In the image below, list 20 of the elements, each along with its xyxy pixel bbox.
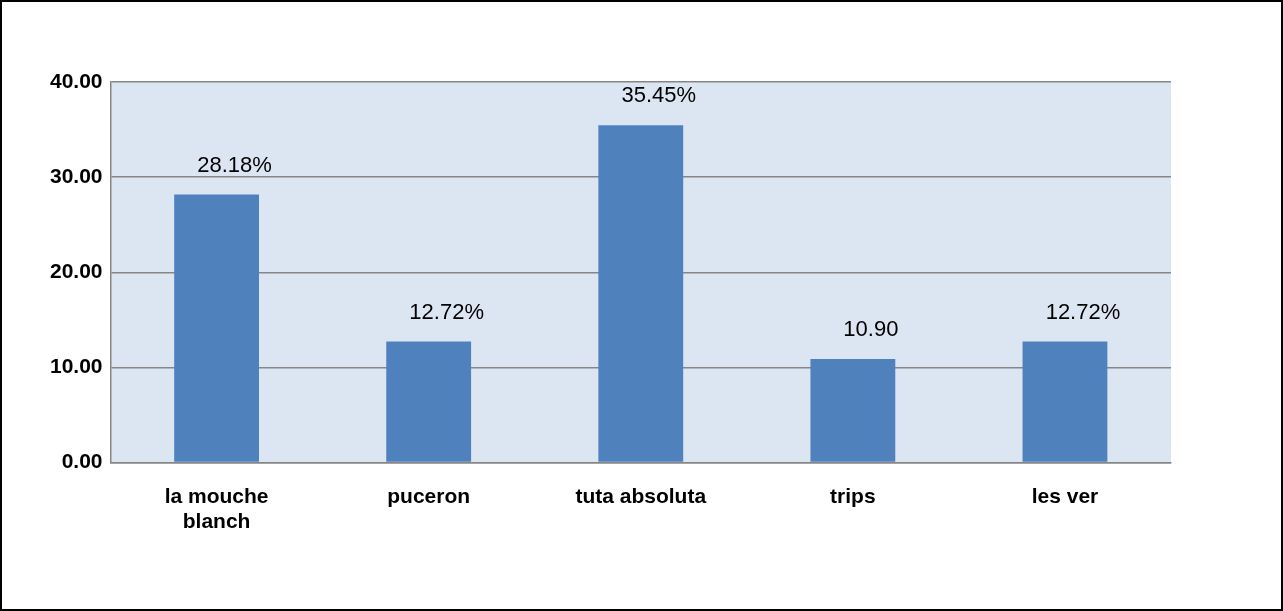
bar — [386, 341, 472, 462]
data-label: 10.90 — [843, 315, 899, 341]
x-tick-label: tuta absoluta — [575, 484, 707, 507]
data-label: 12.72% — [409, 298, 484, 324]
data-label: 35.45% — [621, 82, 697, 108]
y-tick-label: 0.00 — [61, 449, 103, 473]
y-tick-label: 20.00 — [49, 259, 103, 283]
data-label: 12.72% — [1045, 298, 1121, 324]
bar — [1022, 341, 1108, 462]
x-tick-label: la mouche blanch — [164, 484, 269, 533]
data-label: 28.18% — [197, 151, 272, 177]
x-tick-label: trips — [830, 484, 876, 507]
bar — [810, 358, 896, 462]
x-tick-label: les ver — [1031, 484, 1099, 507]
bar — [598, 125, 684, 462]
y-tick-label: 10.00 — [49, 354, 103, 378]
bar — [174, 194, 260, 462]
y-tick-label: 30.00 — [49, 163, 103, 187]
x-tick-label: puceron — [387, 484, 471, 507]
y-tick-label: 40.00 — [49, 68, 103, 92]
